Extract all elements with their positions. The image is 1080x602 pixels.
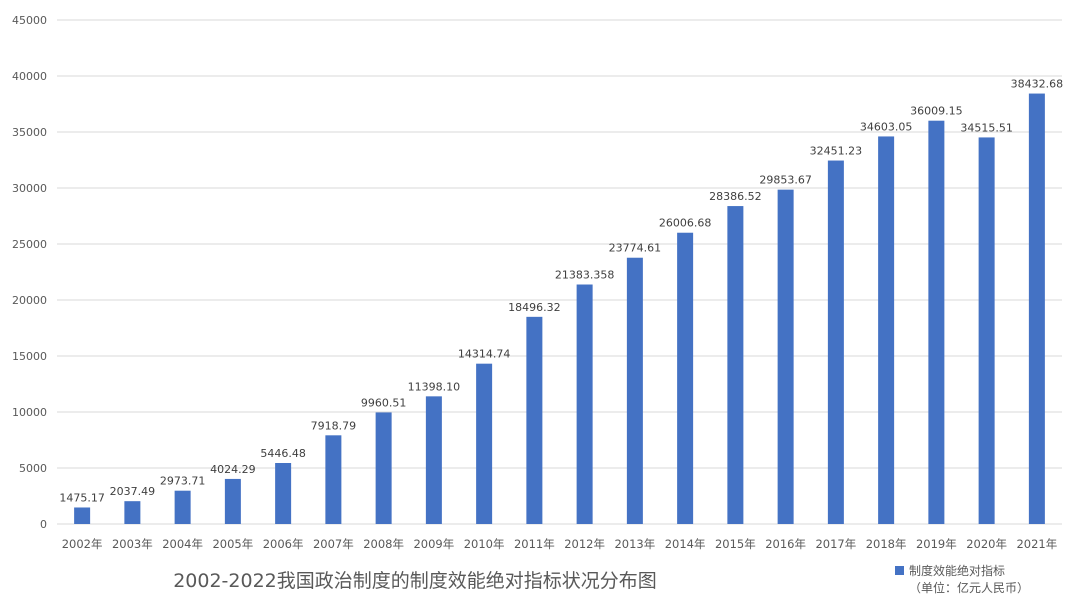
data-label: 36009.15 bbox=[910, 105, 963, 118]
bar bbox=[928, 120, 945, 525]
bar bbox=[174, 490, 191, 524]
data-label: 21383.358 bbox=[555, 269, 615, 282]
x-tick-label: 2006年 bbox=[263, 537, 304, 551]
x-tick-label: 2008年 bbox=[363, 537, 404, 551]
legend-label: 制度效能绝对指标 bbox=[909, 564, 1006, 578]
x-tick-label: 2019年 bbox=[916, 537, 957, 551]
bar bbox=[425, 396, 442, 524]
data-label: 38432.68 bbox=[1011, 78, 1064, 91]
bar bbox=[727, 206, 744, 524]
x-tick-label: 2011年 bbox=[514, 537, 555, 551]
x-tick-label: 2021年 bbox=[1016, 537, 1057, 551]
data-label: 9960.51 bbox=[361, 396, 407, 409]
data-label: 26006.68 bbox=[659, 217, 712, 230]
x-tick-label: 2007年 bbox=[313, 537, 354, 551]
y-tick-label: 10000 bbox=[12, 406, 47, 419]
bar bbox=[275, 462, 292, 524]
bar bbox=[777, 189, 794, 524]
x-tick-label: 2004年 bbox=[162, 537, 203, 551]
data-label: 34515.51 bbox=[960, 121, 1013, 134]
x-tick-label: 2018年 bbox=[866, 537, 907, 551]
x-tick-label: 2014年 bbox=[665, 537, 706, 551]
data-label: 18496.32 bbox=[508, 301, 561, 314]
y-tick-label: 45000 bbox=[12, 14, 47, 27]
data-label: 7918.79 bbox=[311, 419, 357, 432]
x-tick-label: 2012年 bbox=[564, 537, 605, 551]
x-tick-label: 2002年 bbox=[62, 537, 103, 551]
legend-unit-note: （单位：亿元人民币） bbox=[909, 581, 1030, 595]
bar bbox=[124, 501, 141, 524]
y-tick-label: 30000 bbox=[12, 182, 47, 195]
data-label: 28386.52 bbox=[709, 190, 762, 203]
data-label: 4024.29 bbox=[210, 463, 256, 476]
data-label: 29853.67 bbox=[759, 174, 812, 187]
bar bbox=[978, 137, 995, 525]
x-tick-label: 2016年 bbox=[765, 537, 806, 551]
bar bbox=[626, 257, 643, 524]
bar bbox=[576, 284, 593, 524]
x-tick-label: 2015年 bbox=[715, 537, 756, 551]
bar bbox=[677, 232, 694, 524]
data-label: 14314.74 bbox=[458, 348, 511, 361]
x-tick-label: 2003年 bbox=[112, 537, 153, 551]
bar bbox=[827, 160, 844, 525]
bar bbox=[476, 363, 493, 524]
bar bbox=[325, 435, 342, 524]
y-tick-label: 20000 bbox=[12, 294, 47, 307]
data-label: 2037.49 bbox=[110, 485, 156, 498]
bar bbox=[224, 478, 241, 524]
legend: 制度效能绝对指标 （单位：亿元人民币） bbox=[895, 563, 1029, 597]
data-label: 2973.71 bbox=[160, 475, 206, 488]
bar bbox=[878, 136, 895, 524]
bar-chart: 0 5000 10000 15000 20000 25000 30000 35000 40000… bbox=[12, 14, 1064, 551]
y-tick-label: 0 bbox=[40, 518, 47, 531]
y-tick-label: 5000 bbox=[19, 462, 47, 475]
y-tick-label: 35000 bbox=[12, 126, 47, 139]
x-tick-label: 2005年 bbox=[212, 537, 253, 551]
x-tick-label: 2013年 bbox=[614, 537, 655, 551]
y-tick-label: 25000 bbox=[12, 238, 47, 251]
chart-title: 2002-2022我国政治制度的制度效能绝对指标状况分布图 bbox=[173, 570, 657, 592]
bar bbox=[1028, 93, 1045, 524]
x-tick-label: 2010年 bbox=[464, 537, 505, 551]
data-label: 23774.61 bbox=[609, 242, 662, 255]
data-label: 11398.10 bbox=[408, 380, 461, 393]
data-label: 1475.17 bbox=[59, 491, 105, 504]
bar bbox=[375, 412, 392, 524]
data-label: 32451.23 bbox=[810, 145, 863, 158]
y-tick-label: 15000 bbox=[12, 350, 47, 363]
x-tick-label: 2009年 bbox=[413, 537, 454, 551]
bar bbox=[74, 507, 91, 524]
y-tick-label: 40000 bbox=[12, 70, 47, 83]
bar bbox=[526, 316, 543, 524]
x-tick-label: 2017年 bbox=[815, 537, 856, 551]
data-label: 34603.05 bbox=[860, 120, 913, 133]
legend-swatch bbox=[895, 566, 904, 575]
x-tick-label: 2020年 bbox=[966, 537, 1007, 551]
data-label: 5446.48 bbox=[260, 447, 306, 460]
